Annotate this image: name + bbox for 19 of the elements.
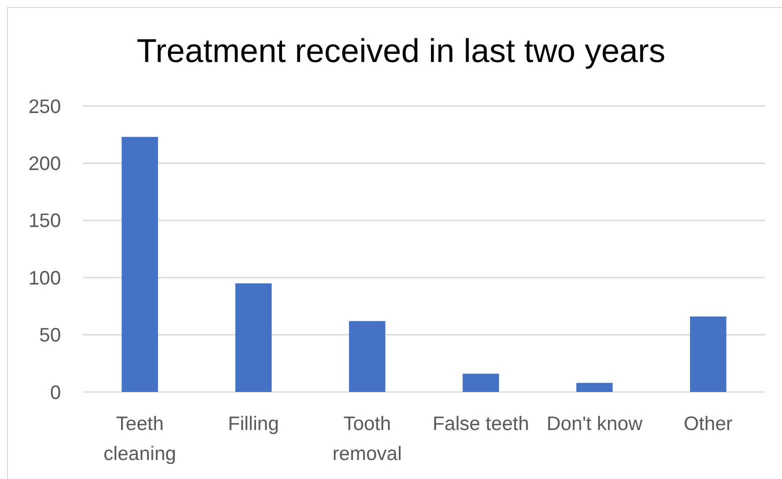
chart-title: Treatment received in last two years — [136, 32, 666, 69]
bar — [348, 321, 386, 392]
y-tick-label: 200 — [28, 153, 62, 176]
x-tick-label: False teeth — [432, 413, 530, 435]
bar — [235, 283, 272, 392]
x-tick-label: Filling — [228, 413, 279, 435]
y-tick-label: 250 — [28, 96, 62, 118]
bar — [576, 382, 613, 392]
y-tick-label: 150 — [28, 210, 62, 232]
bar — [690, 316, 726, 392]
bar — [462, 374, 500, 392]
x-tick-label: Don't know — [546, 413, 644, 435]
y-tick-label: 50 — [39, 324, 62, 347]
x-tick-label: Tooth removal — [332, 413, 402, 465]
x-tick-label: Teeth cleaning — [104, 413, 176, 465]
y-tick-label: 0 — [50, 382, 62, 404]
x-tick-label: Other — [684, 413, 734, 435]
bar — [122, 136, 158, 392]
y-tick-label: 100 — [28, 267, 62, 290]
